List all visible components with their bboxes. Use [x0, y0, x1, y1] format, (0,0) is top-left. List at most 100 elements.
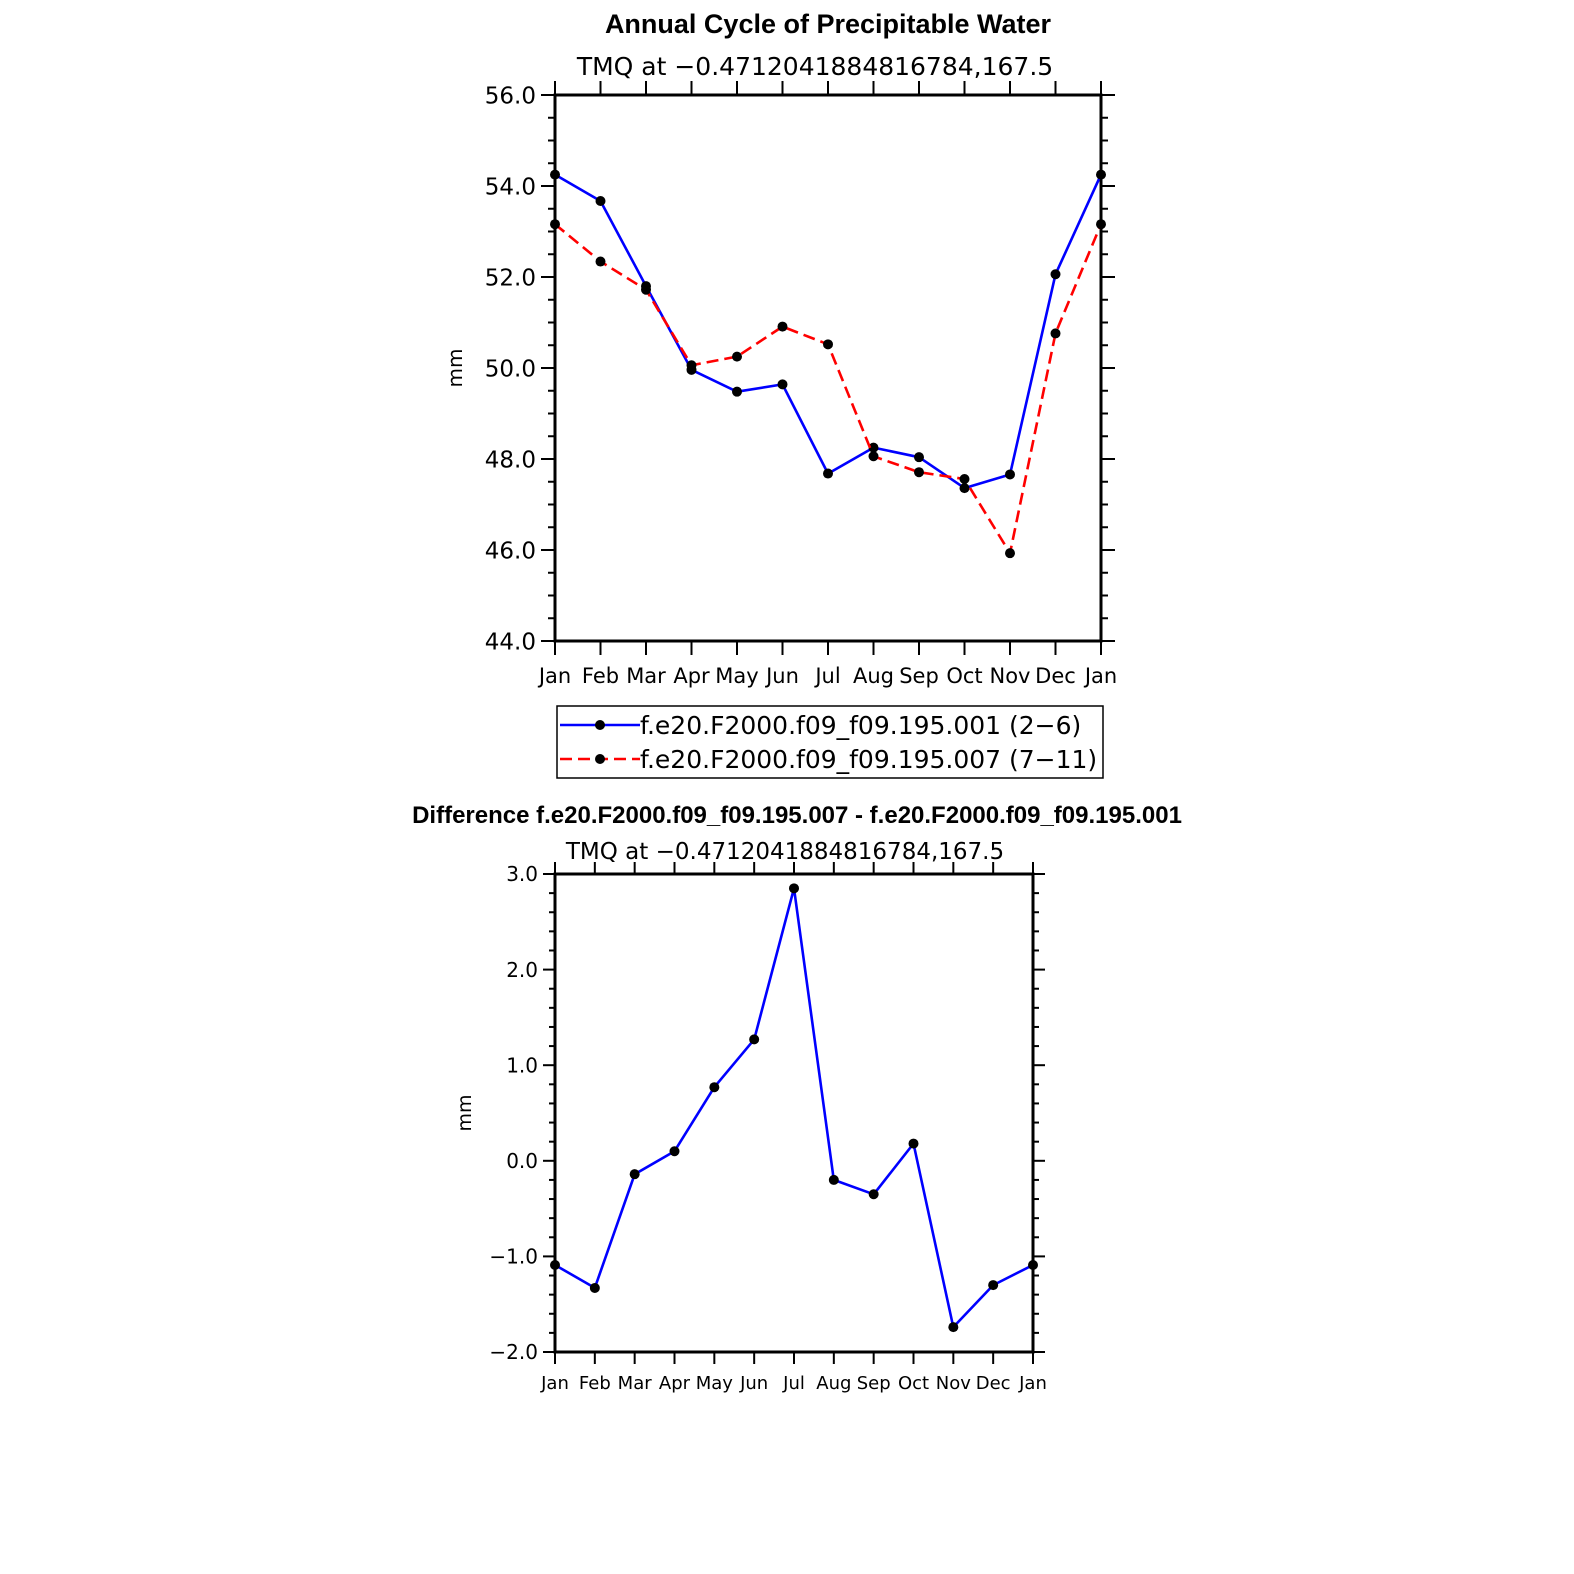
chart-title: Difference f.e20.F2000.f09_f09.195.007 -… [412, 802, 1182, 829]
data-point [908, 1138, 919, 1149]
x-tick-label: Dec [976, 1373, 1011, 1394]
legend-marker-series-1 [595, 720, 605, 730]
y-tick-label: 1.0 [506, 1053, 538, 1077]
x-tick-label: Mar [626, 664, 666, 688]
data-point [550, 169, 560, 180]
data-point [641, 284, 651, 295]
x-tick-label: Jan [1083, 664, 1117, 688]
x-tick-label: Apr [673, 664, 710, 688]
y-axis-label: mm [454, 1094, 476, 1131]
data-point [777, 321, 788, 332]
difference-chart: Difference f.e20.F2000.f09_f09.195.007 -… [412, 802, 1182, 1394]
data-point [777, 379, 788, 390]
legend-box [556, 705, 1104, 779]
plot-frame: −2.0 −1.0 0.0 1.0 2.0 3.0 Jan Feb Mar Apr May Jun Ju… [489, 862, 1047, 1394]
legend-marker-series-2 [595, 754, 605, 764]
data-point [948, 1322, 959, 1333]
x-tick-label: Jul [813, 664, 840, 688]
plot-border [553, 872, 1035, 1354]
data-point [1096, 169, 1106, 180]
data-point [914, 452, 924, 463]
y-tick-label: 54.0 [485, 174, 536, 200]
x-tick-label: Jan [537, 664, 571, 688]
y-tick-label: 44.0 [485, 629, 536, 655]
data-point [550, 1260, 560, 1271]
data-point [1050, 269, 1061, 280]
plot-border [553, 93, 1103, 643]
data-point [1050, 328, 1061, 339]
x-tick-label: Jul [782, 1373, 805, 1394]
x-tick-label: Nov [936, 1373, 971, 1394]
data-point [686, 360, 697, 371]
data-point [823, 468, 833, 479]
x-tick-label: Mar [618, 1373, 653, 1394]
series-1 [550, 883, 1038, 1333]
data-point [959, 474, 970, 485]
data-point [629, 1169, 640, 1180]
data-point [828, 1174, 839, 1185]
data-point [669, 1146, 680, 1157]
x-tick-label: Aug [853, 664, 894, 688]
data-point [868, 1189, 879, 1200]
y-tick-label: −2.0 [489, 1340, 538, 1364]
series-2 [550, 219, 1106, 559]
x-tick-label: Jun [764, 664, 799, 688]
data-point [732, 386, 742, 397]
data-point [749, 1034, 760, 1045]
x-tick-label: Aug [816, 1373, 851, 1394]
series-line [554, 223, 1103, 555]
data-point [589, 1282, 600, 1293]
data-point [1005, 548, 1015, 559]
y-tick-label: 52.0 [485, 265, 536, 291]
x-tick-label: Jan [1018, 1373, 1047, 1394]
x-tick-label: Oct [898, 1373, 929, 1394]
chart-subtitle: TMQ at −0.4712041884816784,167.5 [576, 52, 1053, 81]
y-tick-label: 48.0 [485, 447, 536, 473]
plot-frame: 44.0 46.0 48.0 50.0 52.0 54.0 56.0 Jan Feb Mar Apr… [485, 81, 1117, 688]
chart-subtitle: TMQ at −0.4712041884816784,167.5 [565, 839, 1004, 865]
data-point [1005, 469, 1015, 480]
series-line [554, 886, 1034, 1329]
x-tick-label: May [696, 1373, 734, 1394]
data-point [988, 1280, 999, 1291]
data-point [595, 196, 606, 207]
y-tick-label: 2.0 [506, 958, 538, 982]
data-point [550, 219, 560, 230]
y-axis-label: mm [443, 349, 467, 388]
data-point [868, 451, 879, 462]
y-tick-label: −1.0 [489, 1245, 538, 1269]
legend-label-series-2: f.e20.F2000.f09_f09.195.007 (7−11) [640, 745, 1097, 774]
y-tick-label: 3.0 [506, 862, 538, 886]
x-tick-label: Dec [1035, 664, 1076, 688]
series-line [554, 173, 1103, 490]
x-tick-label: Jan [540, 1373, 569, 1394]
x-tick-label: May [715, 664, 758, 688]
x-tick-label: Jun [739, 1373, 768, 1394]
data-point [595, 256, 606, 267]
x-tick-label: Nov [990, 664, 1031, 688]
x-tick-label: Apr [659, 1373, 691, 1394]
x-tick-label: Feb [579, 1373, 611, 1394]
chart-title: Annual Cycle of Precipitable Water [605, 9, 1052, 39]
x-tick-label: Sep [899, 664, 939, 688]
x-tick-label: Feb [582, 664, 619, 688]
annual-cycle-chart: Annual Cycle of Precipitable Water TMQ a… [443, 9, 1117, 779]
data-point [868, 442, 879, 453]
data-point [959, 483, 970, 494]
data-point [709, 1082, 720, 1093]
series-layer [550, 169, 1106, 559]
series-1 [550, 169, 1106, 494]
legend: f.e20.F2000.f09_f09.195.001 (2−6) f.e20.… [556, 705, 1104, 779]
x-tick-label: Sep [857, 1373, 891, 1394]
y-tick-label: 56.0 [485, 83, 536, 109]
data-point [732, 351, 742, 362]
data-point [1096, 219, 1106, 230]
y-tick-label: 0.0 [506, 1149, 538, 1173]
data-point [914, 467, 924, 478]
y-tick-label: 50.0 [485, 356, 536, 382]
data-point [823, 339, 833, 350]
data-point [789, 883, 799, 894]
x-tick-label: Oct [946, 664, 982, 688]
legend-label-series-1: f.e20.F2000.f09_f09.195.001 (2−6) [640, 711, 1081, 740]
